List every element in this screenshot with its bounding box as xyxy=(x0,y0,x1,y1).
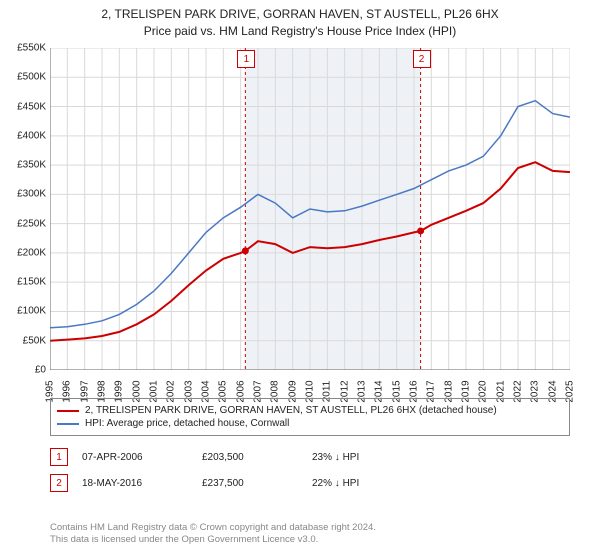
y-tick-label: £500K xyxy=(17,72,46,83)
marker-price-2: £237,500 xyxy=(202,478,312,489)
chart-container: 2, TRELISPEN PARK DRIVE, GORRAN HAVEN, S… xyxy=(0,0,600,560)
y-tick-label: £300K xyxy=(17,189,46,200)
marker-diff-1: 23% ↓ HPI xyxy=(312,452,359,463)
marker-row-2: 2 18-MAY-2016 £237,500 22% ↓ HPI xyxy=(50,474,570,492)
legend-item-hpi: HPI: Average price, detached house, Corn… xyxy=(57,418,563,429)
attrib-line-2: This data is licensed under the Open Gov… xyxy=(50,534,570,546)
y-tick-label: £550K xyxy=(17,43,46,54)
y-tick-label: £0 xyxy=(35,365,46,376)
y-tick-label: £400K xyxy=(17,130,46,141)
marker-row-badge-2: 2 xyxy=(50,474,68,492)
marker-row-1: 1 07-APR-2006 £203,500 23% ↓ HPI xyxy=(50,448,570,466)
chart-plot-area: 1 2 xyxy=(50,48,570,370)
chart-svg xyxy=(50,48,570,370)
y-tick-label: £250K xyxy=(17,218,46,229)
legend-swatch-2 xyxy=(57,423,79,425)
marker-row-badge-1: 1 xyxy=(50,448,68,466)
y-tick-label: £350K xyxy=(17,160,46,171)
attribution: Contains HM Land Registry data © Crown c… xyxy=(50,522,570,547)
marker-price-1: £203,500 xyxy=(202,452,312,463)
legend-label-2: HPI: Average price, detached house, Corn… xyxy=(85,418,289,429)
title-line-2: Price paid vs. HM Land Registry's House … xyxy=(0,23,600,40)
marker-badge-2: 2 xyxy=(413,50,431,68)
legend-item-price-paid: 2, TRELISPEN PARK DRIVE, GORRAN HAVEN, S… xyxy=(57,405,563,416)
marker-diff-2: 22% ↓ HPI xyxy=(312,478,359,489)
marker-date-2: 18-MAY-2016 xyxy=(82,478,202,489)
marker-date-1: 07-APR-2006 xyxy=(82,452,202,463)
chart-title: 2, TRELISPEN PARK DRIVE, GORRAN HAVEN, S… xyxy=(0,0,600,40)
y-tick-label: £200K xyxy=(17,247,46,258)
y-tick-label: £50K xyxy=(23,335,46,346)
y-tick-label: £450K xyxy=(17,101,46,112)
y-tick-label: £150K xyxy=(17,277,46,288)
marker-badge-1: 1 xyxy=(237,50,255,68)
legend-swatch-1 xyxy=(57,410,79,412)
legend: 2, TRELISPEN PARK DRIVE, GORRAN HAVEN, S… xyxy=(50,398,570,436)
attrib-line-1: Contains HM Land Registry data © Crown c… xyxy=(50,522,570,534)
title-line-1: 2, TRELISPEN PARK DRIVE, GORRAN HAVEN, S… xyxy=(0,6,600,23)
y-tick-label: £100K xyxy=(17,306,46,317)
legend-label-1: 2, TRELISPEN PARK DRIVE, GORRAN HAVEN, S… xyxy=(85,405,497,416)
